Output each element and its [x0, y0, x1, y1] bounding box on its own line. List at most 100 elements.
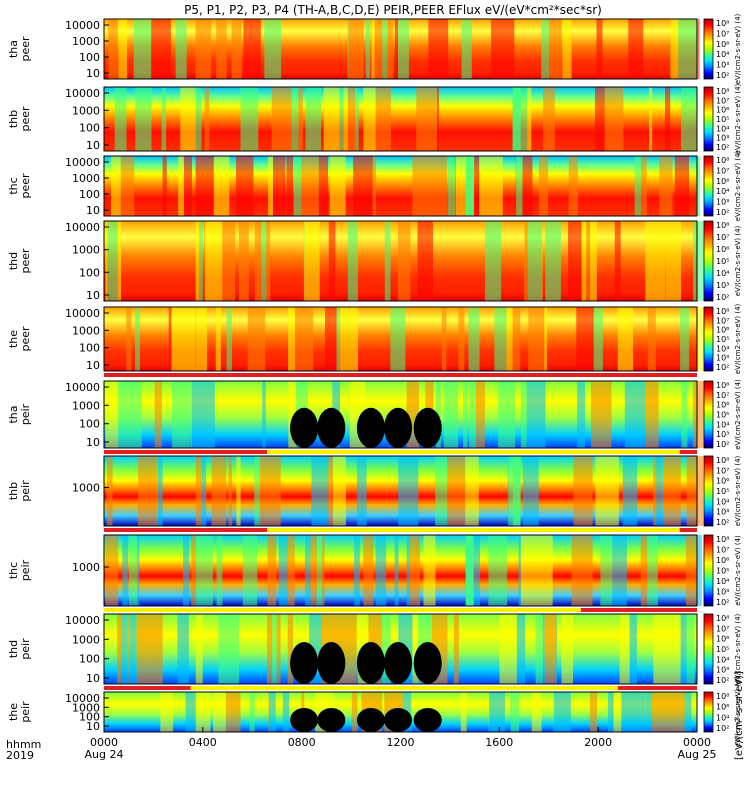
colorbar-tick-label: 10⁴ [716, 655, 729, 664]
colorbar-tick-label: 10⁶ [716, 40, 729, 49]
y-tick-label: 10 [86, 289, 100, 302]
y-tick-label: 10 [86, 436, 100, 449]
product-name: peir [19, 480, 32, 502]
product-name: peir [19, 638, 32, 660]
probe-name: the [7, 703, 20, 721]
probe-name: thc [7, 562, 20, 579]
colorbar-tick-label: 10⁶ [716, 326, 729, 335]
chart-title: P5, P1, P2, P3, P4 (TH-A,B,C,D,E) PEIR,P… [184, 3, 602, 17]
spectrogram-texture [117, 614, 695, 684]
colorbar-label: eV/(cm2-s-sr-eV) (4) [734, 13, 742, 84]
panel-label-thd: thdpeir [7, 638, 32, 660]
y-tick-label: 100 [79, 711, 100, 724]
product-name: peir [19, 559, 32, 581]
colorbar-tick-label: 10³ [716, 354, 729, 363]
colorbar [703, 613, 714, 685]
colorbar-tick-label: 10² [716, 518, 729, 527]
y-tick-label: 100 [79, 122, 100, 135]
colorbar-tick-label: 10² [716, 71, 729, 80]
colorbar-tick-label: 10⁴ [716, 420, 729, 429]
panel-label-thc: thcpeer [7, 173, 32, 199]
panel-frame [103, 613, 698, 685]
mode-bar-segment [617, 686, 697, 690]
spectrogram-texture [107, 456, 703, 526]
y-tick-label: 10000 [65, 156, 100, 169]
colorbar-tick-label: 10⁵ [716, 115, 729, 124]
y-tick-label: 100 [79, 188, 100, 201]
y-tick-label: 1000 [72, 172, 100, 185]
panel-label-the: thepeir [7, 701, 32, 723]
probe-name: thd [7, 640, 20, 658]
colorbar [703, 86, 714, 152]
colorbar-tick-label: 10⁵ [716, 411, 729, 420]
product-name: peer [19, 173, 32, 199]
colorbar-tick-label: 10⁴ [716, 124, 729, 133]
colorbar [703, 691, 714, 733]
x-tick-label: 1200 [387, 736, 415, 749]
spectrogram-texture [108, 19, 700, 79]
mode-bar-segment [536, 373, 697, 377]
colorbar-tick-label: 10² [716, 208, 729, 217]
y-tick-label: 100 [79, 418, 100, 431]
colorbar-tick-label: 10⁴ [716, 497, 729, 506]
colorbar-label: eV/(cm2-s-sr-eV) (4) [734, 303, 742, 374]
colorbar-tick-label: 10⁶ [716, 635, 729, 644]
colorbar-label: eV/(cm2-s-sr-eV) (4) [734, 676, 742, 747]
colorbar-tick-label: 10⁵ [716, 567, 729, 576]
y-tick-label: 10000 [65, 614, 100, 627]
x-tick-label: 1600 [485, 736, 513, 749]
y-tick-label: 10 [86, 67, 100, 80]
y-tick-label: 1000 [72, 633, 100, 646]
x-label-year: 2019 [6, 749, 34, 762]
mode-bar-segment [104, 528, 268, 532]
colorbar-tick-label: 10⁶ [716, 401, 729, 410]
colorbar [703, 220, 714, 302]
panel-label-tha: thapeir [7, 403, 32, 425]
low-flux-regions [290, 708, 442, 732]
y-tick-label: 1000 [72, 104, 100, 117]
x-date-label: Aug 25 [678, 748, 717, 761]
mode-bar-segment [104, 450, 268, 454]
event-stripe [512, 87, 521, 151]
colorbar-tick-label: 10² [716, 724, 729, 733]
colorbar-tick-label: 10⁵ [716, 257, 729, 266]
colorbar-tick-label: 10³ [716, 198, 729, 207]
colorbar-tick-label: 10³ [716, 430, 729, 439]
y-tick-label: 1000 [72, 244, 100, 257]
colorbar-tick-label: 10⁸ [716, 614, 729, 623]
colorbar-tick-label: 10⁸ [716, 535, 729, 544]
colorbar-tick-label: 10³ [716, 281, 729, 290]
y-tick-label: 10000 [65, 307, 100, 320]
panel-frame [103, 18, 698, 80]
product-name: peir [19, 701, 32, 723]
colorbar-tick-label: 10⁷ [716, 233, 729, 242]
colorbar-tick-label: 10⁷ [716, 466, 729, 475]
y-tick-label: 10000 [65, 221, 100, 234]
product-name: peer [19, 106, 32, 132]
y-tick-label: 1000 [72, 561, 100, 574]
mode-bar-segment [580, 608, 697, 612]
y-tick-label: 1000 [72, 35, 100, 48]
mode-bar-segment [190, 686, 618, 690]
colorbar-tick-label: 10⁷ [716, 96, 729, 105]
y-tick-label: 10000 [65, 692, 100, 705]
x-tick-label: 0400 [189, 736, 217, 749]
mode-bar-segment [267, 528, 680, 532]
panel-frame [103, 455, 698, 527]
y-tick-label: 1000 [72, 482, 100, 495]
product-name: peir [19, 403, 32, 425]
mode-bar-segment [104, 608, 581, 612]
y-tick-label: 10000 [65, 381, 100, 394]
x-label-hhmm: hhmm [6, 738, 41, 751]
colorbar-tick-label: 10⁷ [716, 391, 729, 400]
product-name: peer [19, 248, 32, 274]
colorbar [703, 380, 714, 449]
colorbar-label: eV/(cm2-s-sr-eV) (4) [734, 150, 742, 221]
colorbar-label: eV/(cm2-s-sr-eV) (4) [734, 379, 742, 450]
colorbar-tick-label: 10⁸ [716, 19, 729, 28]
